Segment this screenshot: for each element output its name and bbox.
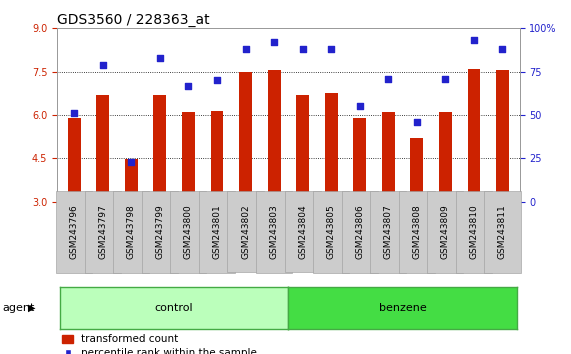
Text: GSM243797: GSM243797 <box>98 204 107 259</box>
Point <box>298 46 307 52</box>
Text: GSM243801: GSM243801 <box>212 204 222 259</box>
Bar <box>96 95 109 202</box>
Text: ▶: ▶ <box>27 303 35 313</box>
Point <box>270 39 279 45</box>
Text: GDS3560 / 228363_at: GDS3560 / 228363_at <box>57 13 210 27</box>
Text: GSM243796: GSM243796 <box>70 204 79 259</box>
Bar <box>411 138 423 202</box>
Text: GSM243811: GSM243811 <box>498 204 507 259</box>
Text: benzene: benzene <box>379 303 427 313</box>
Text: GSM243808: GSM243808 <box>412 204 421 259</box>
Point <box>241 46 250 52</box>
Point <box>127 159 136 165</box>
Text: GSM243798: GSM243798 <box>127 204 136 259</box>
Bar <box>239 72 252 202</box>
Legend: transformed count, percentile rank within the sample: transformed count, percentile rank withi… <box>62 335 257 354</box>
Text: GSM243802: GSM243802 <box>241 204 250 259</box>
Point <box>212 78 222 83</box>
Bar <box>353 118 366 202</box>
Text: GSM243806: GSM243806 <box>355 204 364 259</box>
Text: GSM243807: GSM243807 <box>384 204 393 259</box>
Point <box>70 110 79 116</box>
Text: control: control <box>155 303 194 313</box>
Point <box>355 103 364 109</box>
Bar <box>468 69 480 202</box>
Point <box>327 46 336 52</box>
Bar <box>68 118 81 202</box>
Bar <box>211 111 223 202</box>
Point <box>98 62 107 68</box>
Bar <box>125 159 138 202</box>
Point <box>469 38 478 43</box>
Text: GSM243803: GSM243803 <box>270 204 279 259</box>
Point <box>184 83 193 88</box>
Bar <box>268 70 280 202</box>
Bar <box>382 112 395 202</box>
Point <box>498 46 507 52</box>
Text: agent: agent <box>3 303 35 313</box>
Point <box>441 76 450 81</box>
Bar <box>154 95 166 202</box>
Text: GSM243799: GSM243799 <box>155 204 164 259</box>
Text: GSM243810: GSM243810 <box>469 204 478 259</box>
Point <box>412 119 421 125</box>
Bar <box>325 93 337 202</box>
Bar <box>182 112 195 202</box>
Text: GSM243804: GSM243804 <box>298 204 307 259</box>
Bar <box>496 70 509 202</box>
Point <box>384 76 393 81</box>
Point <box>155 55 164 61</box>
Text: GSM243809: GSM243809 <box>441 204 450 259</box>
Bar <box>439 112 452 202</box>
Text: GSM243800: GSM243800 <box>184 204 193 259</box>
Text: GSM243805: GSM243805 <box>327 204 336 259</box>
Bar <box>296 95 309 202</box>
